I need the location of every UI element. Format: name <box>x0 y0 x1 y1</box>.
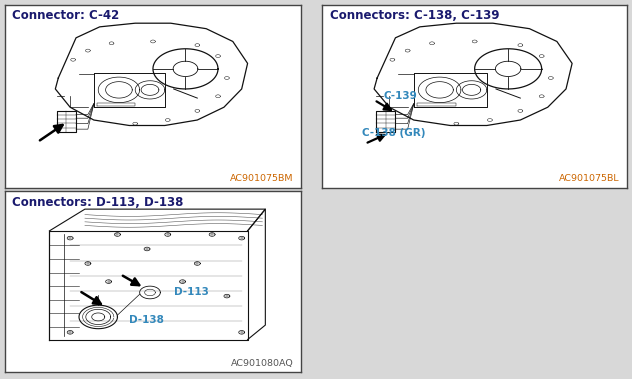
Text: D-113: D-113 <box>174 287 209 298</box>
Text: Connectors: C-138, C-139: Connectors: C-138, C-139 <box>330 9 499 22</box>
Text: Connectors: D-113, D-138: Connectors: D-113, D-138 <box>13 196 184 208</box>
Text: AC901075BM: AC901075BM <box>230 174 293 183</box>
Text: AC901080AQ: AC901080AQ <box>231 359 293 368</box>
Text: C-138 (GR): C-138 (GR) <box>362 128 425 138</box>
Text: Connector: C-42: Connector: C-42 <box>13 9 119 22</box>
Text: AC901075BL: AC901075BL <box>559 174 619 183</box>
Text: C-139: C-139 <box>383 91 417 101</box>
Text: D-138: D-138 <box>130 315 164 325</box>
